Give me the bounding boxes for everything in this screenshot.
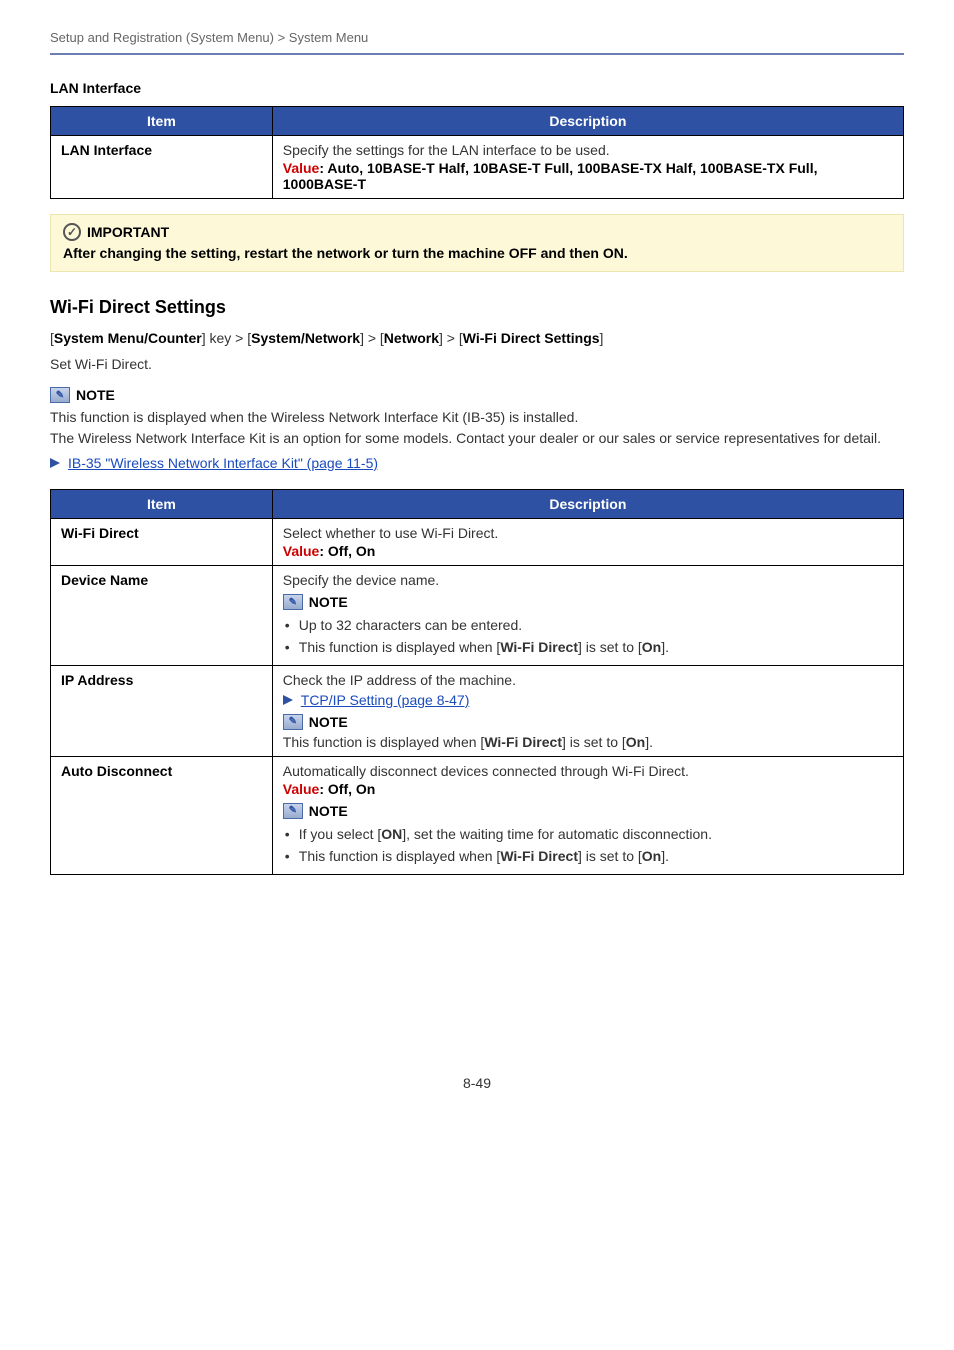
list-item: This function is displayed when [Wi-Fi D… bbox=[283, 845, 893, 867]
t: Wi-Fi Direct bbox=[500, 639, 578, 655]
arrow-icon bbox=[50, 458, 60, 468]
note-icon: ✎ bbox=[283, 803, 303, 819]
breadcrumb: Setup and Registration (System Menu) > S… bbox=[50, 30, 904, 53]
table-row: Wi-Fi Direct Select whether to use Wi-Fi… bbox=[51, 519, 904, 566]
col-item: Item bbox=[51, 107, 273, 136]
t: Wi-Fi Direct bbox=[500, 848, 578, 864]
t: ] is set to [ bbox=[578, 639, 642, 655]
t: ]. bbox=[661, 639, 669, 655]
value-label: Value bbox=[283, 781, 320, 797]
path-seg: System/Network bbox=[251, 330, 360, 346]
wifi-subtext: Set Wi-Fi Direct. bbox=[50, 356, 904, 372]
note-line2: The Wireless Network Interface Kit is an… bbox=[50, 428, 904, 449]
note-text: This function is displayed when [Wi-Fi D… bbox=[283, 734, 893, 750]
col-item: Item bbox=[51, 490, 273, 519]
table-row: LAN Interface Specify the settings for t… bbox=[51, 136, 904, 199]
value-label: Value bbox=[283, 160, 320, 176]
row-key: IP Address bbox=[51, 665, 273, 756]
t: Wi-Fi Direct bbox=[484, 734, 562, 750]
col-desc: Description bbox=[272, 107, 903, 136]
row-key: Device Name bbox=[51, 566, 273, 666]
important-label: IMPORTANT bbox=[87, 224, 169, 240]
row-desc: Automatically disconnect devices connect… bbox=[272, 756, 903, 874]
note-line1: This function is displayed when the Wire… bbox=[50, 407, 904, 428]
path-seg: System Menu/Counter bbox=[54, 330, 202, 346]
row-desc: Select whether to use Wi-Fi Direct. Valu… bbox=[272, 519, 903, 566]
bullet-list: If you select [ON], set the waiting time… bbox=[283, 823, 893, 868]
note-label: NOTE bbox=[76, 387, 115, 403]
t: ] is set to [ bbox=[562, 734, 626, 750]
note-icon: ✎ bbox=[50, 387, 70, 403]
nav-path: [System Menu/Counter] key > [System/Netw… bbox=[50, 330, 904, 346]
wifi-heading: Wi-Fi Direct Settings bbox=[50, 297, 904, 318]
desc-text: Check the IP address of the machine. bbox=[283, 672, 893, 688]
divider bbox=[50, 53, 904, 55]
row-key: Wi-Fi Direct bbox=[51, 519, 273, 566]
value-body: : Off, On bbox=[319, 543, 375, 559]
value-body: : Off, On bbox=[319, 781, 375, 797]
row-key: Auto Disconnect bbox=[51, 756, 273, 874]
bullet-list: Up to 32 characters can be entered. This… bbox=[283, 614, 893, 659]
desc-text: Specify the device name. bbox=[283, 572, 893, 588]
lan-heading: LAN Interface bbox=[50, 80, 904, 96]
lan-desc: Specify the settings for the LAN interfa… bbox=[272, 136, 903, 199]
list-item: If you select [ON], set the waiting time… bbox=[283, 823, 893, 845]
t: This function is displayed when [ bbox=[299, 848, 501, 864]
t: ON bbox=[381, 826, 402, 842]
wifi-table: Item Description Wi-Fi Direct Select whe… bbox=[50, 489, 904, 875]
t: ] key > [ bbox=[202, 330, 251, 346]
t: This function is displayed when [ bbox=[299, 639, 501, 655]
list-item: This function is displayed when [Wi-Fi D… bbox=[283, 636, 893, 658]
col-desc: Description bbox=[272, 490, 903, 519]
t: ], set the waiting time for automatic di… bbox=[402, 826, 712, 842]
t: ] is set to [ bbox=[578, 848, 642, 864]
important-box: ✓ IMPORTANT After changing the setting, … bbox=[50, 214, 904, 272]
ib35-link[interactable]: IB-35 "Wireless Network Interface Kit" (… bbox=[68, 455, 378, 471]
important-text: After changing the setting, restart the … bbox=[63, 245, 891, 261]
note-label: NOTE bbox=[309, 714, 348, 730]
note-block: ✎ NOTE This function is displayed when t… bbox=[50, 387, 904, 471]
check-icon: ✓ bbox=[63, 223, 81, 241]
t: On bbox=[626, 734, 645, 750]
t: ] > [ bbox=[360, 330, 384, 346]
t: ] bbox=[600, 330, 604, 346]
row-desc: Check the IP address of the machine. TCP… bbox=[272, 665, 903, 756]
t: If you select [ bbox=[299, 826, 381, 842]
table-row: Auto Disconnect Automatically disconnect… bbox=[51, 756, 904, 874]
t: On bbox=[642, 639, 661, 655]
desc-text: Select whether to use Wi-Fi Direct. bbox=[283, 525, 893, 541]
page-number: 8-49 bbox=[50, 1075, 904, 1091]
row-desc: Specify the device name. ✎ NOTE Up to 32… bbox=[272, 566, 903, 666]
list-item: Up to 32 characters can be entered. bbox=[283, 614, 893, 636]
note-icon: ✎ bbox=[283, 714, 303, 730]
note-label: NOTE bbox=[309, 803, 348, 819]
t: ] > [ bbox=[439, 330, 463, 346]
note-icon: ✎ bbox=[283, 594, 303, 610]
arrow-icon bbox=[283, 695, 293, 705]
table-row: IP Address Check the IP address of the m… bbox=[51, 665, 904, 756]
t: On bbox=[642, 848, 661, 864]
table-row: Device Name Specify the device name. ✎ N… bbox=[51, 566, 904, 666]
value-label: Value bbox=[283, 543, 320, 559]
t: ]. bbox=[645, 734, 653, 750]
path-seg: Network bbox=[384, 330, 439, 346]
path-seg: Wi-Fi Direct Settings bbox=[463, 330, 600, 346]
t: ]. bbox=[661, 848, 669, 864]
lan-key: LAN Interface bbox=[51, 136, 273, 199]
desc-text: Automatically disconnect devices connect… bbox=[283, 763, 893, 779]
value-body: : Auto, 10BASE-T Half, 10BASE-T Full, 10… bbox=[283, 160, 818, 192]
tcpip-link[interactable]: TCP/IP Setting (page 8-47) bbox=[301, 692, 470, 708]
t: This function is displayed when [ bbox=[283, 734, 485, 750]
lan-desc-text: Specify the settings for the LAN interfa… bbox=[283, 142, 893, 158]
note-label: NOTE bbox=[309, 594, 348, 610]
lan-table: Item Description LAN Interface Specify t… bbox=[50, 106, 904, 199]
